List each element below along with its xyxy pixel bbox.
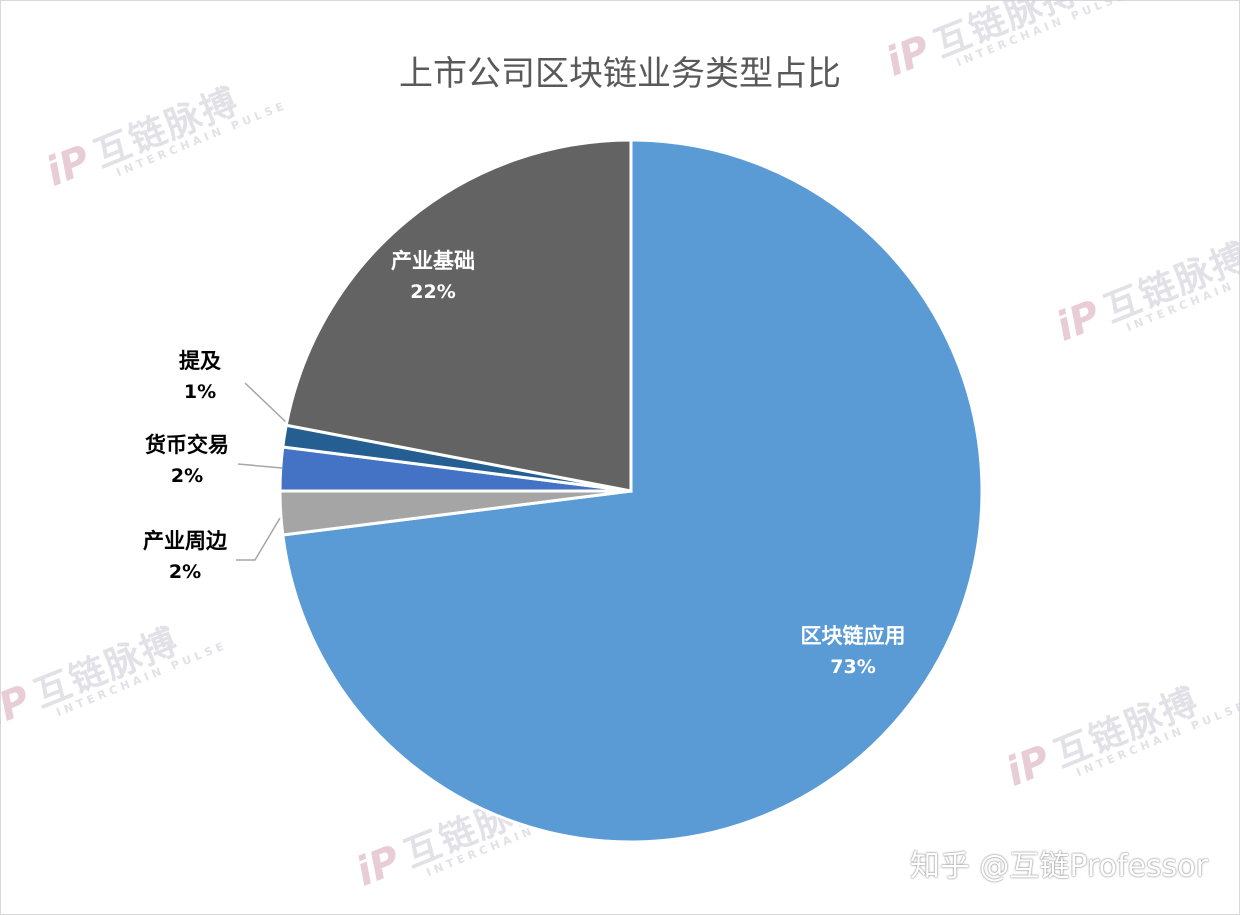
leader-line [237,463,283,469]
slice-percent-label: 2% [169,561,201,583]
chart-title: 上市公司区块链业务类型占比 [399,54,841,94]
pie-slice [284,138,633,493]
source-credit: 知乎 @互链Professor [909,849,1208,884]
leader-line [244,382,289,425]
leader-line [236,517,281,561]
slice-percent-label: 73% [830,656,875,678]
slice-label: 产业基础 [391,249,475,273]
slice-label: 区块链应用 [801,624,906,648]
slice-label: 产业周边 [143,529,228,553]
slice-percent-label: 1% [184,381,216,403]
slice-percent-label: 2% [171,465,203,487]
slice-percent-label: 22% [410,281,455,303]
slice-label: 提及 [179,349,222,373]
slice-label: 货币交易 [145,433,229,457]
